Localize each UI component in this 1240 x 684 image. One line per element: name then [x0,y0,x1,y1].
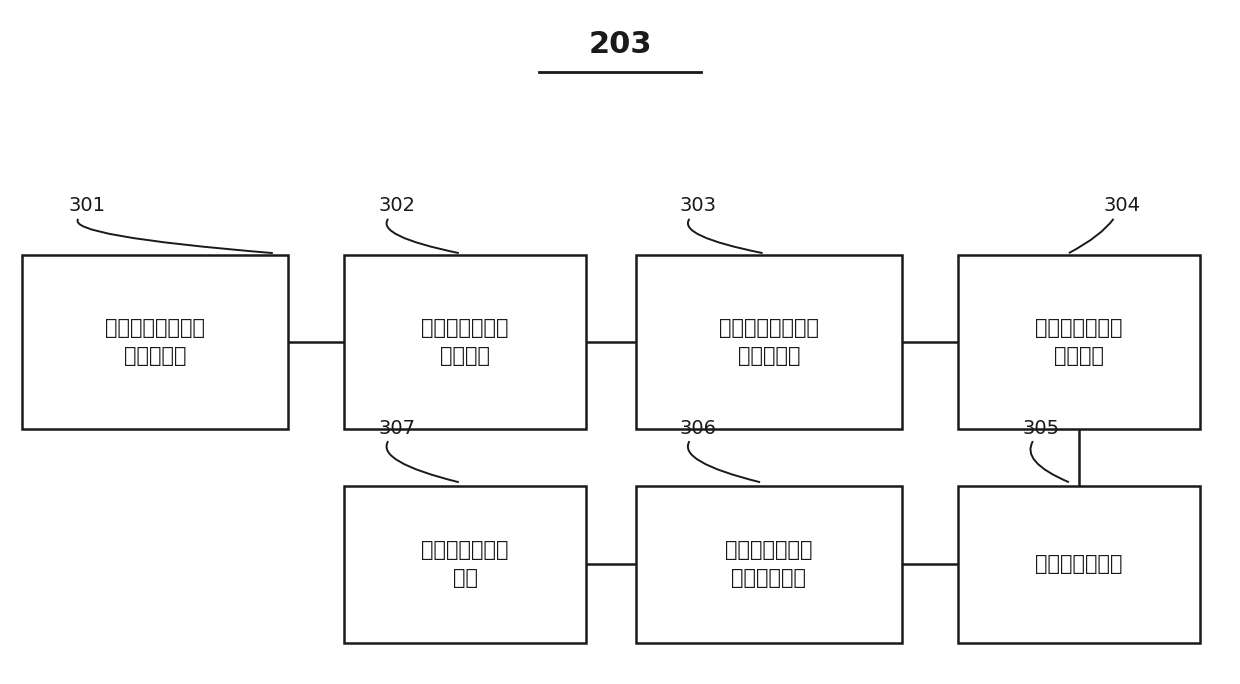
Bar [635,486,901,643]
Bar [957,255,1200,430]
Bar [957,486,1200,643]
Text: 306: 306 [680,419,717,438]
Text: 305: 305 [1023,419,1060,438]
Text: 第一去均值块矩阵
获得子单元: 第一去均值块矩阵 获得子单元 [105,318,205,366]
Bar [22,255,288,430]
Text: 哈希编码子单元: 哈希编码子单元 [1035,554,1122,575]
Text: 302: 302 [378,196,415,215]
Bar [343,486,585,643]
Text: 第二特征矩阵获
得子单元: 第二特征矩阵获 得子单元 [1035,318,1122,366]
Text: 301: 301 [68,196,105,215]
Text: 303: 303 [680,196,717,215]
Text: 块扩展直方图特
征获取子单元: 块扩展直方图特 征获取子单元 [725,540,812,588]
Text: 第二去均值块矩阵
获得子单元: 第二去均值块矩阵 获得子单元 [719,318,818,366]
Text: 304: 304 [1104,196,1141,215]
Text: 第一特征矩阵获
得子单元: 第一特征矩阵获 得子单元 [422,318,508,366]
Text: 307: 307 [378,419,415,438]
Bar [343,255,585,430]
Bar [635,255,901,430]
Text: 203: 203 [588,30,652,59]
Text: 目标区域选中子
单元: 目标区域选中子 单元 [422,540,508,588]
